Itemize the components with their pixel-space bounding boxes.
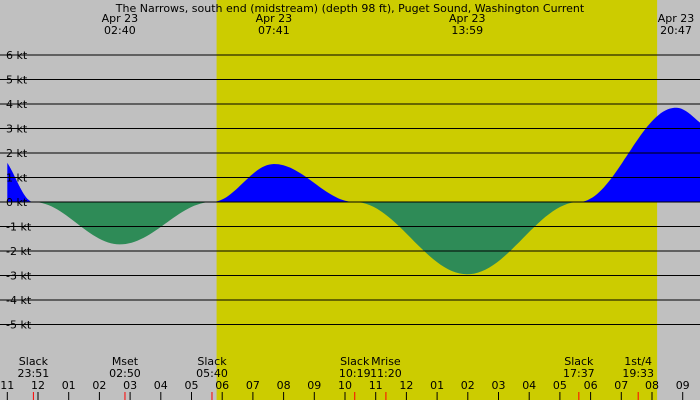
hour-tick-label: 06 — [584, 379, 598, 392]
event-time-label: 19:33 — [622, 367, 654, 380]
hour-tick-label: 02 — [461, 379, 475, 392]
hour-axis: 11 12 01 02 03 04 05 06 07 08 09 10 11 12 01 02 03 04 05 06… — [0, 379, 690, 400]
y-tick-label: 5 kt — [6, 74, 28, 87]
event-labels: Slack23:51Mset02:50Slack05:40Slack10:19M… — [18, 355, 654, 400]
extreme-time-label: 02:40 — [104, 24, 136, 37]
event-label: Slack — [197, 355, 227, 368]
event-label: Slack — [564, 355, 594, 368]
hour-tick-label: 09 — [307, 379, 321, 392]
event-label: Slack — [19, 355, 49, 368]
y-tick-label: 4 kt — [6, 98, 28, 111]
event-label: Mrise — [371, 355, 401, 368]
extreme-date-label: Apr 23 — [658, 12, 695, 25]
y-tick-label: -4 kt — [6, 294, 32, 307]
y-tick-label: 2 kt — [6, 147, 28, 160]
event-label: Mset — [112, 355, 139, 368]
ebb-area — [354, 202, 579, 275]
current-areas — [7, 107, 700, 275]
y-tick-label: -1 kt — [6, 221, 32, 234]
event-time-label: 17:37 — [563, 367, 595, 380]
hour-tick-label: 12 — [31, 379, 45, 392]
hour-tick-label: 11 — [0, 379, 14, 392]
hour-tick-label: 07 — [246, 379, 260, 392]
extreme-time-label: 07:41 — [258, 24, 290, 37]
hour-tick-label: 04 — [154, 379, 168, 392]
hour-tick-label: 03 — [123, 379, 137, 392]
flood-area — [7, 162, 34, 202]
ebb-area — [33, 202, 213, 245]
hour-tick-label: 12 — [399, 379, 413, 392]
event-time-label: 02:50 — [109, 367, 141, 380]
hour-tick-label: 09 — [676, 379, 690, 392]
extreme-date-label: Apr 23 — [256, 12, 293, 25]
hour-tick-label: 05 — [185, 379, 199, 392]
extreme-date-label: Apr 23 — [102, 12, 139, 25]
hour-tick-label: 08 — [645, 379, 659, 392]
y-tick-label: 1 kt — [6, 172, 28, 185]
hour-tick-label: 05 — [553, 379, 567, 392]
y-tick-label: -5 kt — [6, 319, 32, 332]
event-time-label: 10:19 — [339, 367, 371, 380]
extreme-time-label: 13:59 — [451, 24, 483, 37]
event-label: 1st/4 — [624, 355, 652, 368]
chart-title: The Narrows, south end (midstream) (dept… — [115, 2, 585, 15]
event-time-label: 23:51 — [18, 367, 50, 380]
y-tick-label: -2 kt — [6, 245, 32, 258]
y-tick-label: 6 kt — [6, 49, 28, 62]
hour-tick-label: 07 — [614, 379, 628, 392]
flood-area — [578, 107, 700, 202]
hour-tick-label: 03 — [492, 379, 506, 392]
hour-tick-label: 10 — [338, 379, 352, 392]
event-label: Slack — [340, 355, 370, 368]
hour-tick-label: 02 — [92, 379, 106, 392]
hour-tick-label: 11 — [369, 379, 383, 392]
y-tick-label: -3 kt — [6, 270, 32, 283]
y-tick-label: 0 kt — [6, 196, 28, 209]
hour-tick-label: 01 — [430, 379, 444, 392]
hour-tick-label: 06 — [215, 379, 229, 392]
hour-tick-label: 01 — [62, 379, 76, 392]
extreme-time-label: 20:47 — [660, 24, 692, 37]
event-time-label: 11:20 — [370, 367, 402, 380]
hour-tick-label: 08 — [277, 379, 291, 392]
hour-tick-label: 04 — [522, 379, 536, 392]
extreme-date-label: Apr 23 — [449, 12, 486, 25]
y-axis-labels: 6 kt 5 kt 4 kt 3 kt 2 kt 1 kt 0 kt -1 kt -2 kt -3… — [6, 49, 32, 332]
y-tick-label: 3 kt — [6, 123, 28, 136]
grid-lines — [0, 54, 700, 325]
flood-area — [212, 164, 355, 202]
event-time-label: 05:40 — [196, 367, 228, 380]
